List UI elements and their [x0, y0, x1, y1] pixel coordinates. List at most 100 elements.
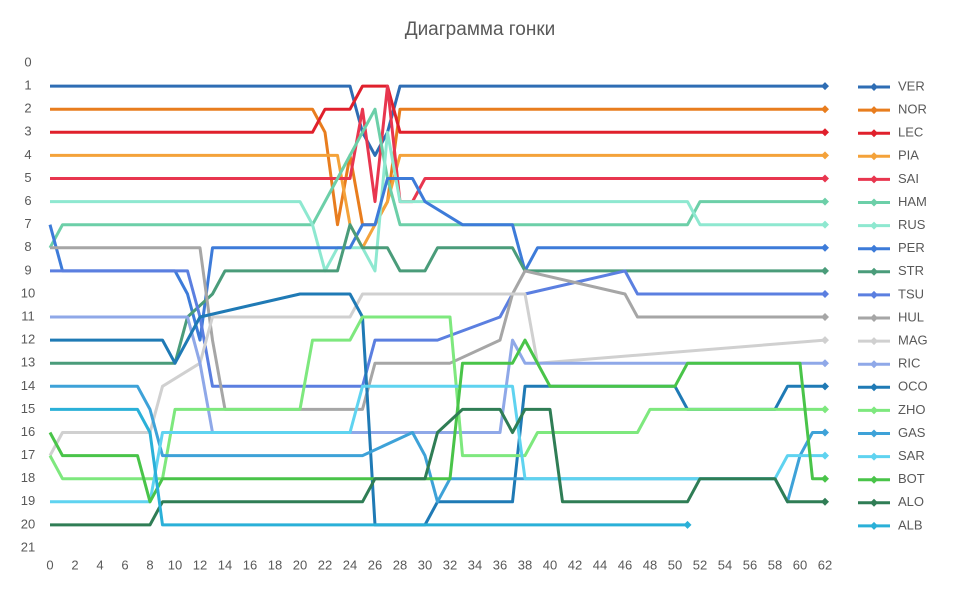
y-tick-label: 2: [24, 101, 31, 116]
legend-marker: [870, 267, 878, 276]
x-tick-label: 20: [293, 557, 307, 572]
x-tick-label: 42: [568, 557, 582, 572]
legend-label: ALB: [898, 517, 923, 532]
legend-marker: [870, 360, 878, 369]
end-marker: [821, 289, 829, 298]
series-line: [48, 338, 825, 504]
x-tick-label: 2: [71, 557, 78, 572]
legend-label: GAS: [898, 425, 926, 440]
series-line: [50, 315, 825, 434]
x-tick-label: 40: [543, 557, 557, 572]
legend-label: NOR: [898, 102, 927, 117]
legend-label: RUS: [898, 217, 926, 232]
x-tick-label: 18: [268, 557, 282, 572]
end-marker: [821, 451, 829, 460]
series-line: [50, 84, 825, 134]
legend-label: ALO: [898, 494, 924, 509]
y-tick-label: 10: [21, 285, 35, 300]
x-tick-label: 34: [468, 557, 482, 572]
legend-label: OCO: [898, 379, 928, 394]
legend-marker: [870, 337, 878, 346]
x-tick-label: 6: [121, 557, 128, 572]
y-tick-label: 19: [21, 493, 35, 508]
legend-marker: [870, 221, 878, 230]
x-tick-label: 22: [318, 557, 332, 572]
end-marker: [821, 220, 829, 229]
y-tick-label: 1: [24, 78, 31, 93]
x-tick-label: 14: [218, 557, 232, 572]
x-tick-label: 24: [343, 557, 357, 572]
x-tick-label: 4: [96, 557, 103, 572]
series-line: [50, 84, 825, 157]
legend-marker: [870, 152, 878, 161]
x-tick-label: 8: [146, 557, 153, 572]
x-tick-label: 48: [643, 557, 657, 572]
y-tick-label: 20: [21, 516, 35, 531]
y-tick-label: 15: [21, 401, 35, 416]
series-line: [50, 407, 825, 527]
end-marker: [821, 359, 829, 368]
end-marker: [683, 520, 692, 529]
end-marker: [821, 197, 829, 206]
y-tick-label: 21: [21, 539, 35, 554]
y-tick-label: 5: [24, 170, 31, 185]
series-line: [50, 384, 825, 504]
x-tick-label: 52: [693, 557, 707, 572]
x-tick-label: 58: [768, 557, 782, 572]
x-tick-label: 54: [718, 557, 732, 572]
y-tick-label: 13: [21, 355, 35, 370]
chart-title: Диаграмма гонки: [405, 19, 556, 40]
y-tick-label: 3: [24, 124, 31, 139]
end-marker: [821, 313, 829, 322]
x-tick-label: 36: [493, 557, 507, 572]
series-line: [50, 107, 825, 227]
y-tick-label: 12: [21, 332, 35, 347]
end-marker: [821, 174, 829, 183]
y-tick-label: 11: [21, 308, 35, 323]
series-line: [50, 269, 825, 388]
legend-label: STR: [898, 263, 924, 278]
legend-label: TSU: [898, 286, 924, 301]
legend-label: RIC: [898, 356, 920, 371]
y-tick-label: 0: [24, 54, 31, 69]
end-marker: [821, 266, 829, 275]
y-tick-label: 7: [24, 216, 31, 231]
series-line: [50, 153, 825, 250]
y-tick-label: 17: [21, 447, 35, 462]
legend-label: PIA: [898, 148, 919, 163]
legend-marker: [870, 198, 878, 207]
end-marker: [821, 105, 829, 114]
legend-marker: [870, 175, 878, 184]
legend-marker: [870, 314, 878, 322]
x-tick-label: 46: [618, 557, 632, 572]
x-tick-label: 62: [818, 557, 832, 572]
end-marker: [821, 497, 829, 506]
legend-label: VER: [898, 78, 925, 93]
legend-marker: [870, 452, 878, 461]
end-marker: [821, 428, 829, 437]
y-tick-label: 16: [21, 424, 35, 439]
series-line: [50, 407, 688, 527]
x-tick-label: 56: [743, 557, 757, 572]
x-tick-label: 0: [46, 557, 53, 572]
series-line: [50, 246, 825, 411]
y-tick-label: 18: [21, 470, 35, 485]
legend-label: SAR: [898, 448, 925, 463]
end-marker: [821, 243, 829, 252]
legend-marker: [870, 83, 878, 91]
legend-label: HUL: [898, 309, 924, 324]
legend-marker: [870, 521, 878, 530]
end-marker: [821, 474, 829, 483]
legend-marker: [870, 129, 878, 138]
x-tick-label: 32: [443, 557, 457, 572]
y-tick-label: 9: [24, 262, 31, 277]
legend-marker: [870, 244, 878, 253]
legend-marker: [870, 475, 878, 484]
end-marker: [821, 151, 829, 160]
legend-label: LEC: [898, 125, 923, 140]
x-tick-label: 30: [418, 557, 432, 572]
end-marker: [821, 128, 829, 137]
legend-label: HAM: [898, 194, 927, 209]
y-tick-label: 8: [24, 239, 31, 254]
